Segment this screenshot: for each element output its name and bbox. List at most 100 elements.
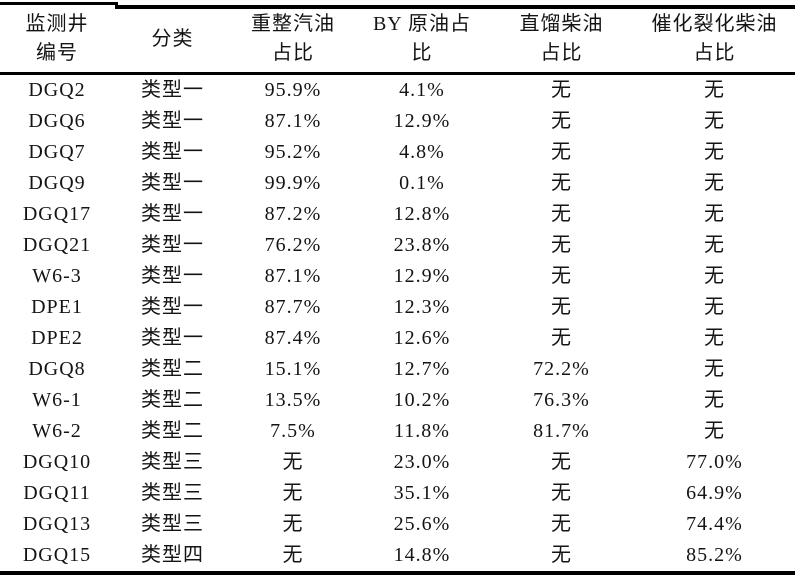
cell-reformed-gasoline: 87.1% bbox=[264, 110, 322, 132]
cell-fcc-diesel: 无 bbox=[704, 358, 725, 380]
cell-well-id: DPE2 bbox=[31, 327, 83, 349]
cell-category: 类型四 bbox=[114, 540, 231, 575]
top-rule bbox=[115, 5, 795, 9]
cell-reformed-gasoline: 13.5% bbox=[264, 389, 322, 411]
cell-reformed-gasoline: 95.9% bbox=[264, 79, 322, 101]
column-header-category: 分类 bbox=[114, 6, 231, 75]
table-header: 监测井 编号 分类 重整汽油 占比 BY 原油占比直馏柴油 占比 催化裂化柴油 占比 bbox=[0, 6, 795, 75]
cell-by-crude-oil: 11.8% bbox=[394, 420, 450, 442]
cell-reformed-gasoline: 76.2% bbox=[264, 234, 322, 256]
table-row: DGQ13 类型三 无 25.6% 无 74.4% bbox=[0, 509, 795, 540]
header-line: 重整汽油 bbox=[251, 13, 335, 35]
cell-straight-run-diesel: 无 bbox=[551, 79, 572, 101]
cell-category: 类型一 bbox=[141, 203, 204, 225]
header-line: 占比 bbox=[272, 42, 314, 64]
cell-fcc-diesel: 无 bbox=[704, 265, 725, 287]
column-header-fcc-diesel: 催化裂化柴油 占比 bbox=[634, 6, 795, 75]
cell-category: 类型一 bbox=[141, 327, 204, 349]
cell-straight-run-diesel: 无 bbox=[551, 296, 572, 318]
cell-well-id: DGQ21 bbox=[22, 234, 92, 256]
cell-well-id: DGQ2 bbox=[28, 79, 86, 101]
cell-straight-run-diesel: 76.3% bbox=[533, 389, 590, 411]
cell-well-id: DGQ10 bbox=[22, 451, 92, 473]
cell-well-id: DGQ15 bbox=[0, 540, 114, 575]
cell-well-id: DGQ13 bbox=[22, 513, 92, 535]
cell-reformed-gasoline: 87.4% bbox=[264, 327, 322, 349]
table-row: DPE1 类型一 87.7% 12.3% 无 无 bbox=[0, 292, 795, 323]
cell-by-crude-oil: 4.1% bbox=[399, 79, 445, 101]
table-row: W6-3 类型一 87.1% 12.9% 无 无 bbox=[0, 261, 795, 292]
cell-reformed-gasoline: 99.9% bbox=[264, 172, 322, 194]
header-line: 占比 bbox=[693, 42, 736, 64]
cell-well-id: W6-2 bbox=[32, 420, 82, 442]
cell-reformed-gasoline: 无 bbox=[282, 513, 304, 535]
cell-straight-run-diesel: 无 bbox=[551, 513, 572, 535]
header-row: 监测井 编号 分类 重整汽油 占比 BY 原油占比直馏柴油 占比 催化裂化柴油 占比 bbox=[0, 6, 795, 75]
cell-well-id: DGQ9 bbox=[28, 172, 86, 194]
cell-reformed-gasoline: 87.1% bbox=[264, 265, 322, 287]
cell-straight-run-diesel: 无 bbox=[551, 234, 572, 256]
column-header-by-crude-oil: BY 原油占比 bbox=[355, 6, 489, 75]
table-row: DGQ2 类型一 95.9% 4.1% 无 无 bbox=[0, 74, 795, 107]
cell-straight-run-diesel: 81.7% bbox=[533, 420, 590, 442]
cell-fcc-diesel: 64.9% bbox=[686, 482, 743, 504]
cell-category: 类型一 bbox=[141, 110, 204, 132]
cell-reformed-gasoline: 87.2% bbox=[264, 203, 322, 225]
table-row: DGQ6 类型一 87.1% 12.9% 无 无 bbox=[0, 106, 795, 137]
cell-straight-run-diesel: 无 bbox=[551, 141, 572, 163]
cell-by-crude-oil: 23.0% bbox=[393, 451, 451, 473]
cell-category: 类型一 bbox=[141, 172, 204, 194]
table-row: DGQ21 类型一 76.2% 23.8% 无 无 bbox=[0, 230, 795, 261]
cell-category: 类型二 bbox=[141, 358, 204, 380]
cell-straight-run-diesel: 无 bbox=[551, 172, 572, 194]
table-row: W6-2 类型二 7.5% 11.8% 81.7% 无 bbox=[0, 416, 795, 447]
header-line: 比 bbox=[411, 42, 433, 64]
cell-reformed-gasoline: 95.2% bbox=[264, 141, 322, 163]
table-row: W6-1 类型二 13.5% 10.2% 76.3% 无 bbox=[0, 385, 795, 416]
cell-reformed-gasoline: 7.5% bbox=[270, 420, 316, 442]
cell-well-id: DPE1 bbox=[31, 296, 83, 318]
cell-reformed-gasoline: 15.1% bbox=[264, 358, 322, 380]
table-body: DGQ2 类型一 95.9% 4.1% 无无 DGQ6 类型一 87.1% 12.9% 无无 DGQ… bbox=[0, 74, 795, 575]
cell-fcc-diesel: 无 bbox=[704, 234, 725, 256]
cell-reformed-gasoline: 无 bbox=[282, 451, 304, 473]
cell-by-crude-oil: 0.1% bbox=[399, 172, 445, 194]
cell-well-id: W6-1 bbox=[32, 389, 82, 411]
cell-category: 类型三 bbox=[141, 513, 204, 535]
cell-category: 类型一 bbox=[141, 234, 204, 256]
cell-by-crude-oil: 12.6% bbox=[393, 327, 451, 349]
cell-fcc-diesel: 无 bbox=[704, 172, 725, 194]
cell-straight-run-diesel: 无 bbox=[551, 327, 572, 349]
cell-well-id: W6-3 bbox=[32, 265, 82, 287]
cell-fcc-diesel: 74.4% bbox=[686, 513, 743, 535]
cell-fcc-diesel: 85.2% bbox=[634, 540, 795, 575]
cell-straight-run-diesel: 无 bbox=[551, 265, 572, 287]
column-header-well-id: 监测井 编号 bbox=[0, 6, 114, 75]
cell-category: 类型三 bbox=[141, 482, 204, 504]
cell-well-id: DGQ6 bbox=[28, 110, 86, 132]
cell-straight-run-diesel: 72.2% bbox=[533, 358, 590, 380]
table-row: DGQ7 类型一 95.2% 4.8% 无 无 bbox=[0, 137, 795, 168]
cell-well-id: DGQ7 bbox=[28, 141, 86, 163]
cell-straight-run-diesel: 无 bbox=[551, 482, 572, 504]
cell-fcc-diesel: 无 bbox=[704, 389, 725, 411]
header-line: 分类 bbox=[151, 27, 194, 50]
cell-straight-run-diesel: 无 bbox=[551, 110, 572, 132]
header-line: 催化裂化柴油 bbox=[651, 13, 778, 35]
header-line: 占比 bbox=[540, 42, 583, 64]
cell-by-crude-oil: 14.8% bbox=[355, 540, 489, 575]
table-row: DGQ9 类型一 99.9% 0.1% 无 无 bbox=[0, 168, 795, 199]
table-row: DGQ11 类型三 无 35.1% 无 64.9% bbox=[0, 478, 795, 509]
cell-category: 类型二 bbox=[141, 389, 204, 411]
column-header-straight-run-diesel: 直馏柴油 占比 bbox=[489, 6, 634, 75]
cell-by-crude-oil: 23.8% bbox=[393, 234, 451, 256]
cell-category: 类型一 bbox=[141, 141, 204, 163]
cell-reformed-gasoline: 87.7% bbox=[264, 296, 322, 318]
cell-category: 类型一 bbox=[141, 296, 204, 318]
cell-fcc-diesel: 无 bbox=[704, 141, 725, 163]
cell-fcc-diesel: 77.0% bbox=[686, 451, 743, 473]
header-line: 编号 bbox=[36, 42, 78, 64]
cell-category: 类型一 bbox=[141, 79, 204, 101]
cell-straight-run-diesel: 无 bbox=[489, 540, 634, 575]
